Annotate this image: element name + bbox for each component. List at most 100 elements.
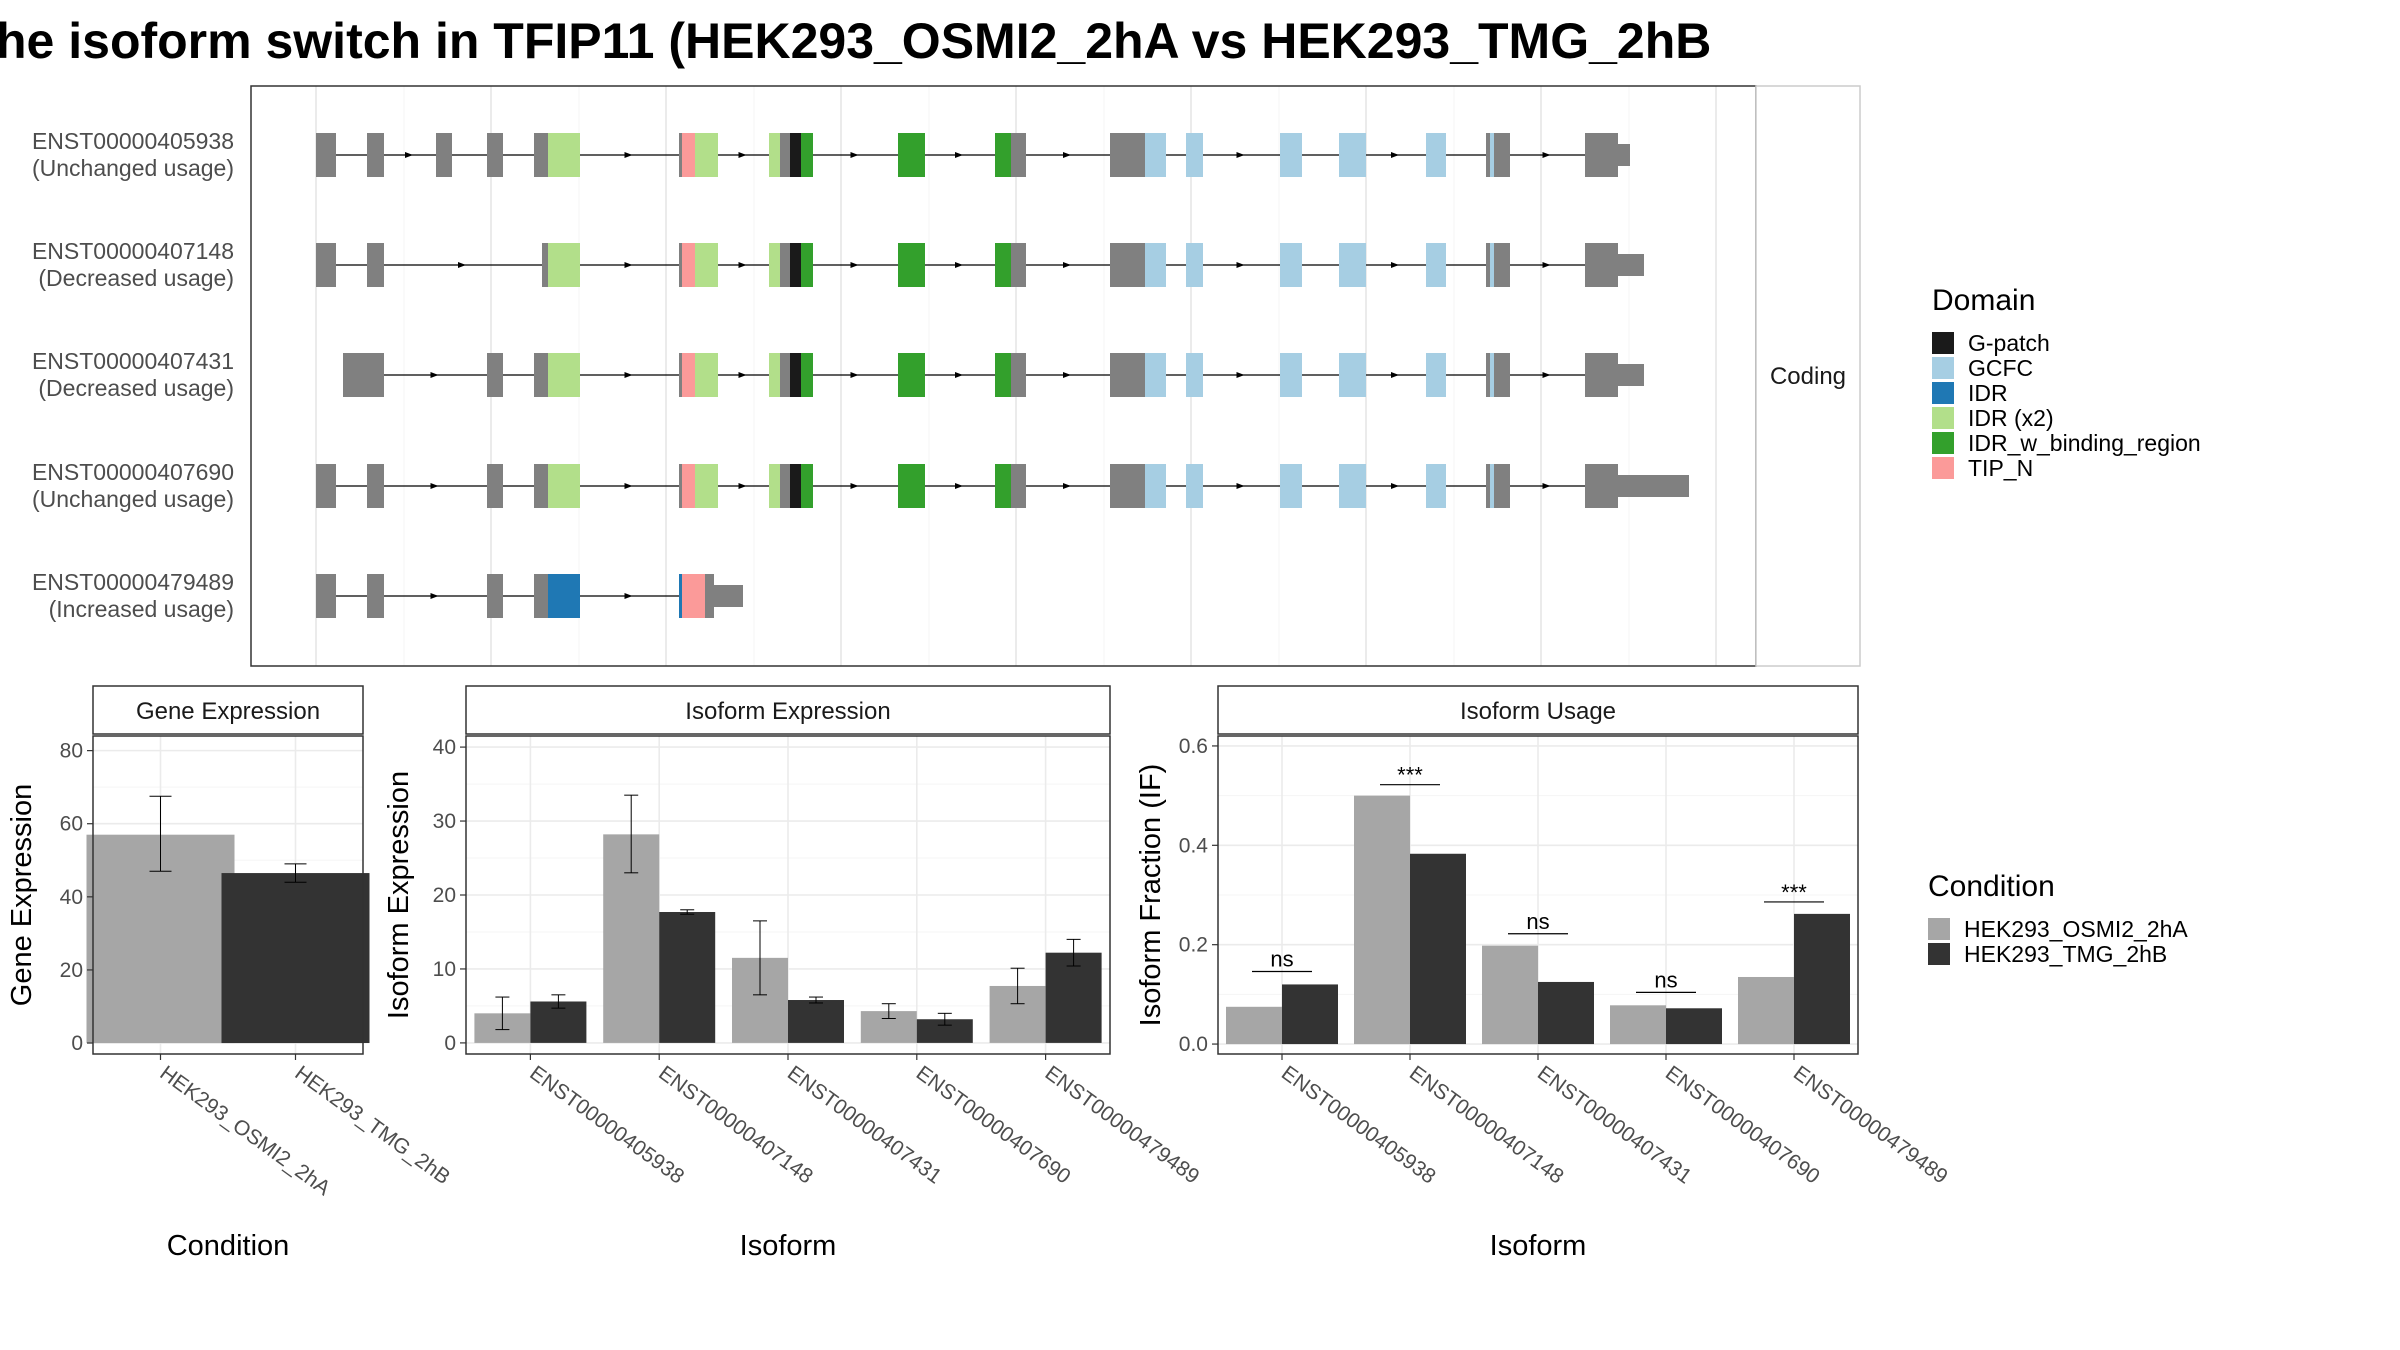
- strand-arrow: [738, 152, 747, 158]
- isoform-usage-label: (Increased usage): [49, 596, 234, 622]
- exon-block: [1585, 464, 1618, 508]
- significance-label: ns: [1270, 947, 1293, 972]
- domain-block: [695, 464, 718, 508]
- domain-block: [1490, 464, 1494, 508]
- condition-legend-label: HEK293_TMG_2hB: [1964, 941, 2167, 967]
- domain-block: [898, 243, 925, 287]
- strand-arrow: [955, 152, 963, 158]
- panel-title: Gene Expression: [136, 698, 320, 725]
- domain-block: [1426, 353, 1446, 397]
- strand-arrow: [1236, 152, 1245, 158]
- domain-block: [790, 464, 801, 508]
- bar-HEK293_TMG_2hB-ENST00000407148: [1410, 853, 1466, 1045]
- strand-arrow: [850, 152, 859, 158]
- bar-HEK293_TMG_2hB-ENST00000407148: [659, 912, 716, 1043]
- exon-block: [316, 574, 336, 618]
- isoform-expression-panel: Isoform Expression010203040ENST000004059…: [383, 685, 1203, 1262]
- strand-arrow: [1542, 262, 1551, 268]
- domain-block: [1426, 243, 1446, 287]
- coding-strip-label: Coding: [1770, 363, 1846, 390]
- exon-block: [1585, 133, 1618, 177]
- condition-legend-swatch: [1928, 918, 1950, 940]
- domain-block: [790, 353, 801, 397]
- domain-block: [682, 574, 705, 618]
- bar-HEK293_TMG_2hB-ENST00000407690: [916, 1019, 973, 1043]
- strand-arrow: [1542, 372, 1551, 378]
- strand-arrow: [624, 483, 633, 489]
- y-tick-label: 80: [60, 740, 83, 763]
- isoform-id-label: ENST00000407431: [32, 348, 234, 374]
- bar-HEK293_OSMI2_2hA-ENST00000407431: [1482, 945, 1538, 1045]
- isoform-labels: ENST00000405938(Unchanged usage)ENST0000…: [32, 128, 234, 622]
- bar-HEK293_OSMI2_2hA-ENST00000405938: [1226, 1006, 1282, 1045]
- bar-HEK293_TMG_2hB: [221, 873, 370, 1044]
- exon-block: [780, 353, 790, 397]
- exon-block: [679, 464, 682, 508]
- exon-block: [1486, 243, 1490, 287]
- domain-block: [1490, 133, 1494, 177]
- domain-block: [769, 353, 780, 397]
- domain-legend-label: G-patch: [1968, 330, 2050, 356]
- domain-legend-swatch: [1932, 357, 1954, 379]
- exon-block: [1494, 353, 1510, 397]
- exon-block: [780, 243, 790, 287]
- exon-block: [436, 133, 452, 177]
- isoform-usage-label: (Decreased usage): [38, 265, 234, 291]
- exon-block: [487, 574, 503, 618]
- strand-arrow: [955, 262, 963, 268]
- domain-block: [1339, 243, 1366, 287]
- exon-block: [542, 133, 548, 177]
- y-axis-title: Isoform Expression: [383, 771, 415, 1019]
- panel-title: Isoform Expression: [685, 698, 890, 725]
- domain-block: [548, 133, 580, 177]
- domain-legend-swatch: [1932, 382, 1954, 404]
- panel-strip: [465, 685, 1111, 735]
- domain-block: [682, 464, 695, 508]
- condition-legend-label: HEK293_OSMI2_2hA: [1964, 916, 2188, 942]
- domain-block: [1145, 243, 1166, 287]
- strand-arrow: [738, 483, 747, 489]
- domain-block: [1339, 464, 1366, 508]
- domain-legend-label: IDR_w_binding_region: [1968, 430, 2201, 456]
- exon-block: [542, 243, 548, 287]
- exon-block: [1110, 464, 1145, 508]
- condition-legend-title: Condition: [1928, 870, 2055, 903]
- strand-arrow: [850, 262, 859, 268]
- domain-legend-swatch: [1932, 407, 1954, 429]
- exon-block: [679, 243, 682, 287]
- exon-block: [705, 574, 714, 618]
- domain-block: [801, 353, 813, 397]
- exon-block: [534, 574, 542, 618]
- isoform-track-ENST00000407148: [316, 243, 1644, 287]
- exon-block: [367, 574, 384, 618]
- bar-HEK293_OSMI2_2hA-ENST00000407148: [1354, 795, 1410, 1045]
- bar-HEK293_TMG_2hB-ENST00000407431: [1538, 981, 1594, 1045]
- domain-block: [1280, 464, 1302, 508]
- strand-arrow: [1236, 483, 1245, 489]
- exon-block: [1494, 133, 1510, 177]
- domain-block: [1145, 353, 1166, 397]
- figure-title: he isoform switch in TFIP11 (HEK293_OSMI…: [0, 13, 1711, 69]
- domain-block: [801, 243, 813, 287]
- domain-block: [1490, 353, 1494, 397]
- domain-block: [1426, 464, 1446, 508]
- isoform-tracks: [316, 133, 1689, 618]
- y-tick-label: 0: [71, 1032, 83, 1055]
- strand-arrow: [738, 372, 747, 378]
- exon-block: [1110, 353, 1145, 397]
- domain-block: [695, 243, 718, 287]
- domain-block: [790, 243, 801, 287]
- domain-block: [769, 243, 780, 287]
- domain-block: [695, 353, 718, 397]
- x-axis-title: Isoform: [740, 1230, 837, 1262]
- strand-arrow: [1236, 262, 1245, 268]
- strand-arrow: [430, 372, 439, 378]
- strand-arrow: [955, 483, 963, 489]
- strand-arrow: [1063, 483, 1071, 489]
- y-tick-label: 0.4: [1179, 834, 1209, 857]
- domain-block: [682, 243, 695, 287]
- strand-arrow: [955, 372, 963, 378]
- exon-block: [487, 353, 503, 397]
- y-axis-title: Gene Expression: [6, 784, 38, 1006]
